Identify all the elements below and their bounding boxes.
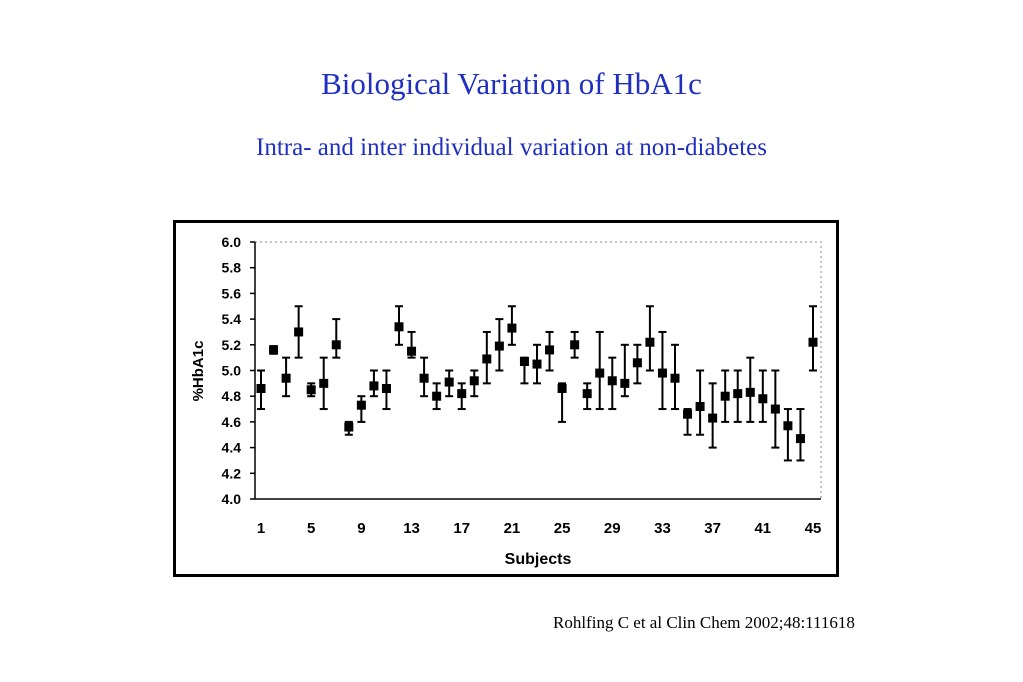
data-point [607,376,617,386]
y-tick-label: 5.0 [222,363,242,379]
x-tick-label: 29 [604,520,621,537]
data-point [419,373,429,383]
hba1c-chart: 6.05.85.65.45.25.04.84.64.44.24.0 1 5 9 13 1… [173,220,839,577]
x-tick-label: 17 [453,520,470,537]
page-title: Biological Variation of HbA1c [321,66,702,101]
y-tick-label: 6.0 [222,234,242,250]
data-point [620,378,630,388]
y-tick-label: 4.0 [222,491,242,507]
data-point [432,391,442,401]
data-point [306,385,316,395]
y-axis-ticks: 6.0 5.8 5.6 5.4 5.2 5.0 4.8 4.6 4.4 4.2 4.0 [222,234,255,507]
y-tick-label: 5.6 [222,285,242,301]
citation: Rohlfing C et al Clin Chem 2002;48:11161… [553,613,855,632]
x-axis-ticks: 1 5 9 13 17 21 25 29 33 37 41 45 [257,520,822,537]
y-tick-label: 5.4 [222,311,242,327]
data-point [344,422,354,432]
y-tick-label: 5.8 [222,260,242,276]
x-tick-label: 41 [754,520,771,537]
data-point [783,421,793,431]
x-tick-label: 33 [654,520,671,537]
data-point [582,389,592,399]
data-point [256,383,266,393]
x-tick-label: 13 [403,520,420,537]
data-point [444,377,454,387]
x-tick-label: 9 [357,520,365,537]
data-point [319,378,329,388]
data-point [795,434,805,444]
data-point [657,368,667,378]
data-point [457,389,467,399]
data-point [770,404,780,414]
x-axis-label: Subjects [505,551,572,568]
data-point [482,354,492,364]
data-point [394,322,404,332]
data-point [733,389,743,399]
data-points [256,305,818,462]
data-point [519,357,529,367]
x-tick-label: 1 [257,520,265,537]
x-tick-label: 5 [307,520,315,537]
data-point [758,394,768,404]
x-tick-label: 25 [554,520,571,537]
data-point [331,340,341,350]
data-point [494,341,504,351]
x-tick-label: 45 [805,520,822,537]
data-point [545,345,555,355]
x-tick-label: 21 [504,520,521,537]
data-point [670,373,680,383]
data-point [532,359,542,369]
data-point [407,346,417,356]
y-tick-label: 4.6 [222,414,242,430]
data-point [595,368,605,378]
data-point [745,387,755,397]
data-point [683,409,693,419]
y-tick-label: 4.8 [222,388,242,404]
data-point [632,358,642,368]
page-subtitle: Intra- and inter individual variation at… [256,134,767,161]
data-point [708,413,718,423]
data-point [356,400,366,410]
data-point [557,383,567,393]
data-point [507,323,517,333]
y-axis-label: %HbA1c [190,341,207,402]
data-point [570,340,580,350]
y-tick-label: 4.4 [222,440,242,456]
data-point [369,381,379,391]
y-tick-label: 4.2 [222,465,242,481]
data-point [469,376,479,386]
data-point [645,337,655,347]
data-point [269,345,279,355]
chart-frame: 6.0 5.8 5.6 5.4 5.2 5.0 4.8 4.6 4.4 4.2 4.0 1 5 9 13 1… [173,220,839,577]
x-tick-label: 37 [704,520,721,537]
data-point [281,373,291,383]
data-point [695,401,705,411]
data-point [720,391,730,401]
data-point [808,337,818,347]
y-tick-label: 5.2 [222,337,242,353]
data-point [381,383,391,393]
data-point [294,327,304,337]
